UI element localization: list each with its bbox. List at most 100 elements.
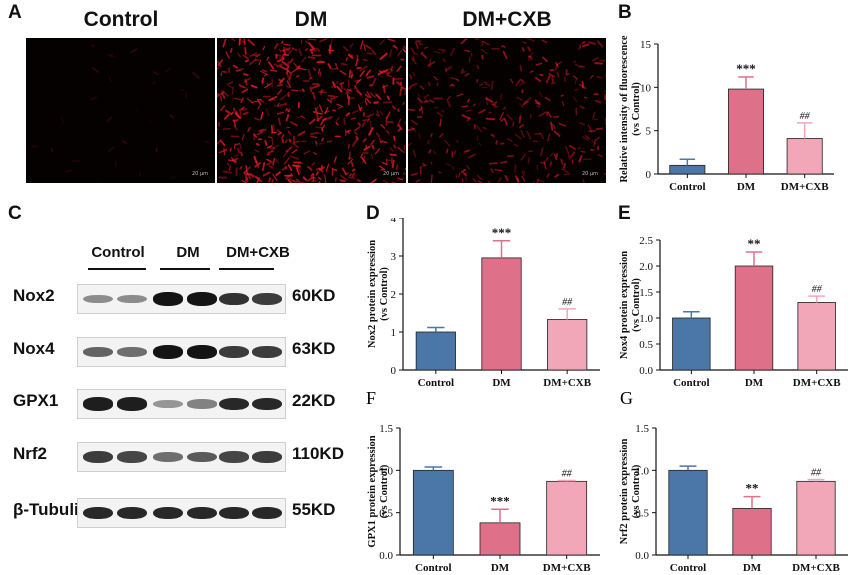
- y-tick-label: 0.0: [635, 550, 649, 562]
- wb-band: [252, 506, 282, 520]
- wb-band: [219, 346, 249, 358]
- x-tick-label: DM: [492, 377, 511, 389]
- wb-blot-strip: [77, 284, 286, 314]
- micrograph-dmcxb: 20 μm: [408, 38, 606, 183]
- wb-band: [83, 451, 113, 463]
- y-tick-label: 0.5: [379, 508, 393, 520]
- wb-group-line-control: [88, 268, 146, 270]
- micrograph-title-dm: DM: [294, 8, 328, 31]
- y-axis-label: Nrf2 protein expression(vs Control): [619, 438, 642, 544]
- bar-dmcxb: [546, 480, 588, 556]
- wb-band: [252, 346, 282, 358]
- micrograph-title-dmcxb: DM+CXB: [462, 8, 552, 31]
- bar-chart-e: 0.0 0.5 1.0 1.5 2.0 2.5 Nox4 protein expressio…: [619, 235, 848, 389]
- significance-label: **: [746, 481, 759, 496]
- wb-band: [153, 452, 183, 462]
- bar-dm: [734, 265, 774, 371]
- wb-band: [83, 506, 113, 520]
- y-tick-label: 0: [646, 169, 652, 181]
- bar-control: [415, 331, 456, 371]
- wb-blot-strip: [77, 442, 286, 472]
- significance-label: ***: [492, 225, 512, 240]
- y-tick-label: 0.0: [639, 365, 653, 377]
- wb-band: [117, 451, 147, 463]
- bar-dmcxb: [547, 319, 588, 371]
- wb-band: [252, 293, 282, 305]
- y-tick-label: 1.5: [379, 423, 393, 435]
- wb-band: [117, 347, 147, 357]
- wb-size-label: 110KD: [292, 444, 344, 463]
- bar-chart-g: 0.0 0.5 1.0 1.5 Nrf2 protein expression(vs C…: [619, 423, 848, 574]
- wb-band: [153, 292, 183, 306]
- y-tick-label: 10: [640, 82, 652, 94]
- x-tick-label: DM+CXB: [781, 181, 829, 193]
- bar-control: [672, 317, 711, 371]
- wb-band: [187, 451, 217, 463]
- significance-label: ##: [812, 284, 823, 295]
- y-axis-label: Nox2 protein expression(vs Control): [367, 240, 390, 348]
- wb-blot-strip: [77, 389, 286, 419]
- bar-chart-d: 0 1 2 3 4 Nox2 protein expression(vs Control)…: [367, 218, 600, 389]
- wb-group-label-control: Control: [91, 244, 145, 261]
- significance-label: ##: [800, 111, 811, 122]
- panel-letter-e: E: [618, 203, 631, 224]
- scale-bar-label: 20 μm: [192, 171, 209, 177]
- bar-dmcxb: [797, 302, 836, 371]
- x-tick-label: Control: [673, 377, 709, 389]
- wb-band: [187, 506, 217, 520]
- y-tick-label: 2.0: [639, 261, 653, 273]
- x-tick-label: DM: [743, 562, 762, 574]
- wb-band: [153, 506, 183, 520]
- wb-group-label-dm: DM: [176, 244, 200, 261]
- bar-dm: [481, 257, 522, 371]
- y-tick-label: 1.0: [379, 465, 393, 477]
- significance-label: ***: [490, 493, 510, 508]
- y-tick-label: 1.0: [635, 465, 649, 477]
- wb-band: [117, 397, 147, 411]
- y-axis-label: Nox4 protein expression(vs Control): [619, 251, 642, 359]
- y-tick-label: 1.5: [635, 423, 649, 435]
- x-tick-label: DM+CXB: [792, 562, 840, 574]
- y-tick-label: 3: [391, 251, 397, 263]
- y-tick-label: 0.5: [639, 339, 653, 351]
- wb-blot-strip: [77, 498, 286, 528]
- wb-band: [83, 397, 113, 411]
- scale-bar-label: 20 μm: [582, 171, 599, 177]
- y-tick-label: 1.5: [639, 287, 653, 299]
- wb-blot-strip: [77, 337, 286, 367]
- bar-control: [668, 469, 708, 556]
- wb-band: [83, 294, 113, 304]
- panel-letter-a: A: [8, 2, 22, 23]
- fluorescence-signal: [408, 38, 606, 183]
- bar-control: [669, 164, 706, 175]
- wb-protein-label: GPX1: [13, 391, 59, 410]
- y-tick-label: 2: [391, 289, 397, 301]
- wb-band: [219, 292, 249, 306]
- wb-size-label: 22KD: [292, 391, 336, 410]
- x-tick-label: DM+CXB: [543, 377, 591, 389]
- significance-label: ***: [736, 61, 756, 76]
- wb-band: [187, 292, 217, 306]
- bar-dm: [728, 88, 765, 175]
- significance-label: **: [748, 236, 761, 251]
- y-tick-label: 0.0: [379, 550, 393, 562]
- wb-band: [187, 345, 217, 359]
- bar-control: [412, 469, 454, 556]
- x-tick-label: Control: [670, 562, 706, 574]
- wb-band: [219, 397, 249, 411]
- y-tick-label: 2.5: [639, 235, 653, 247]
- y-tick-label: 15: [640, 39, 652, 51]
- wb-size-label: 60KD: [292, 286, 336, 305]
- wb-protein-label: Nox2: [13, 286, 55, 305]
- wb-protein-label: β-Tubulin: [13, 500, 90, 519]
- wb-band: [117, 506, 147, 520]
- panel-letter-g: G: [620, 388, 633, 408]
- y-axis-label: Relative intensity of fluorescence(vs Co…: [619, 35, 642, 182]
- wb-protein-label: Nox4: [13, 339, 55, 358]
- x-tick-label: DM+CXB: [543, 562, 591, 574]
- wb-group-line-dmcxb: [219, 268, 274, 270]
- wb-group-line-dm: [160, 268, 210, 270]
- wb-protein-label: Nrf2: [13, 444, 48, 463]
